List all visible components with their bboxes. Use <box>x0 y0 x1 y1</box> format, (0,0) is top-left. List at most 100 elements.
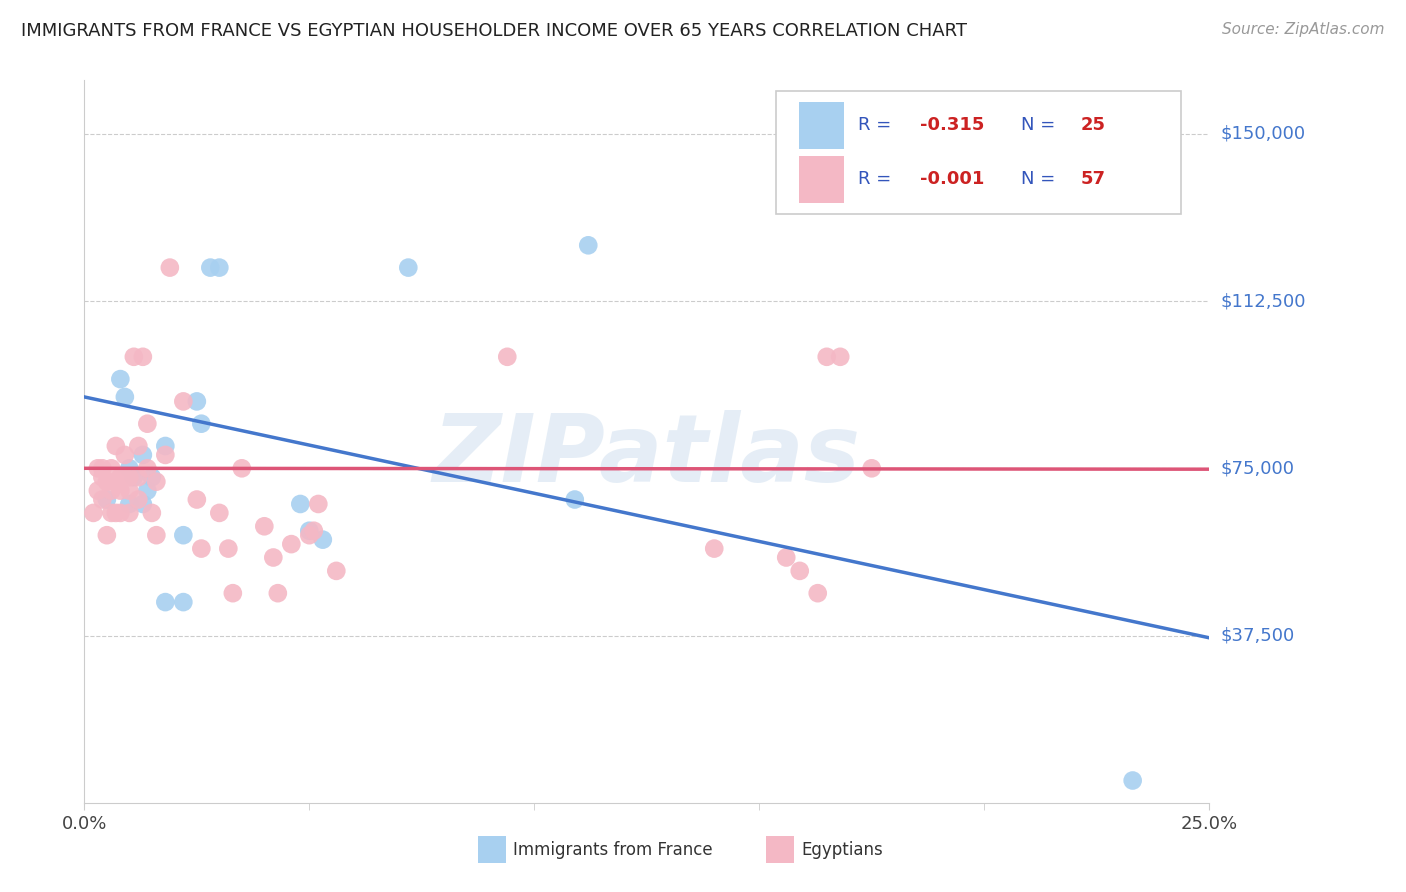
Point <box>222 586 245 600</box>
Point <box>96 528 118 542</box>
Point <box>307 497 329 511</box>
Point <box>172 394 194 409</box>
Bar <box>799 156 844 202</box>
Point <box>127 439 149 453</box>
Text: 57: 57 <box>1081 170 1107 188</box>
Point <box>298 528 321 542</box>
Text: $150,000: $150,000 <box>1220 125 1305 143</box>
Point <box>253 519 276 533</box>
Point <box>172 595 194 609</box>
Point <box>172 528 194 542</box>
Point <box>190 417 212 431</box>
Point <box>104 475 127 489</box>
Point <box>807 586 830 600</box>
Point <box>262 550 284 565</box>
Point <box>87 483 110 498</box>
Point <box>136 461 159 475</box>
Point <box>132 448 155 462</box>
Point <box>775 550 797 565</box>
Point <box>789 564 811 578</box>
Point <box>122 470 145 484</box>
Point <box>155 448 177 462</box>
Text: $112,500: $112,500 <box>1220 292 1306 310</box>
Point <box>91 492 114 507</box>
Point <box>145 528 167 542</box>
Text: 25: 25 <box>1081 116 1107 134</box>
Text: ZIPatlas: ZIPatlas <box>433 410 860 502</box>
Point <box>267 586 290 600</box>
Point <box>118 506 141 520</box>
Point <box>96 475 118 489</box>
Point <box>208 506 231 520</box>
Point <box>302 524 325 538</box>
Point <box>110 483 132 498</box>
Point <box>280 537 302 551</box>
Point <box>325 564 347 578</box>
Point <box>217 541 239 556</box>
Point <box>91 470 114 484</box>
Point <box>703 541 725 556</box>
Point <box>141 470 163 484</box>
Point <box>110 470 132 484</box>
Point <box>110 506 132 520</box>
Point <box>114 470 136 484</box>
Point <box>122 350 145 364</box>
Text: Egyptians: Egyptians <box>801 841 883 859</box>
Point <box>104 439 127 453</box>
Point <box>298 524 321 538</box>
Point <box>186 492 208 507</box>
Point <box>104 506 127 520</box>
Text: $37,500: $37,500 <box>1220 626 1295 645</box>
Point <box>100 506 122 520</box>
Point <box>96 492 118 507</box>
Text: Source: ZipAtlas.com: Source: ZipAtlas.com <box>1222 22 1385 37</box>
Text: -0.001: -0.001 <box>920 170 984 188</box>
Text: N =: N = <box>1021 116 1062 134</box>
Point <box>155 595 177 609</box>
Text: -0.315: -0.315 <box>920 116 984 134</box>
Point <box>141 506 163 520</box>
Text: R =: R = <box>858 116 897 134</box>
Point <box>290 497 312 511</box>
Point <box>815 350 838 364</box>
Text: Immigrants from France: Immigrants from France <box>513 841 713 859</box>
Point <box>118 483 141 498</box>
Point <box>155 439 177 453</box>
Point <box>136 483 159 498</box>
Point <box>136 417 159 431</box>
Point <box>1122 773 1144 788</box>
Point <box>208 260 231 275</box>
Point <box>564 492 586 507</box>
Point <box>576 238 599 252</box>
Point <box>118 497 141 511</box>
Point <box>118 470 141 484</box>
Text: N =: N = <box>1021 170 1062 188</box>
Point <box>860 461 883 475</box>
Point <box>396 260 419 275</box>
Point <box>132 497 155 511</box>
Point <box>132 350 155 364</box>
Point <box>100 483 122 498</box>
Point <box>118 461 141 475</box>
Point <box>200 260 222 275</box>
Point <box>100 461 122 475</box>
Point <box>114 390 136 404</box>
Point <box>190 541 212 556</box>
Point <box>82 506 104 520</box>
FancyBboxPatch shape <box>776 91 1181 214</box>
Text: $75,000: $75,000 <box>1220 459 1295 477</box>
Point <box>114 448 136 462</box>
Point <box>312 533 335 547</box>
Point <box>145 475 167 489</box>
Point <box>496 350 519 364</box>
Point <box>110 372 132 386</box>
Bar <box>799 102 844 149</box>
Text: R =: R = <box>858 170 897 188</box>
Point <box>87 461 110 475</box>
Point <box>186 394 208 409</box>
Point <box>127 492 149 507</box>
Point <box>91 461 114 475</box>
Point <box>159 260 181 275</box>
Point <box>231 461 253 475</box>
Point <box>127 470 149 484</box>
